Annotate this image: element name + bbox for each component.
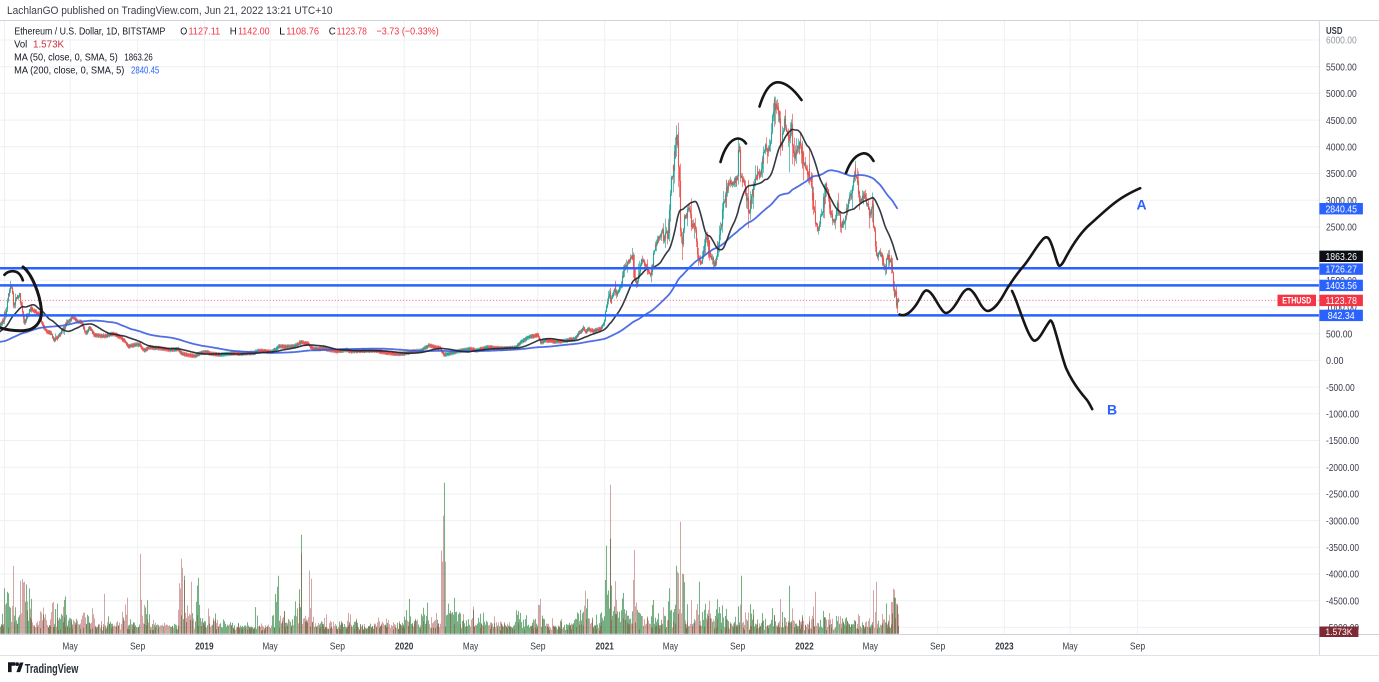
svg-text:-1500.00: -1500.00 (1326, 435, 1359, 447)
svg-text:May: May (863, 640, 879, 652)
svg-text:C: C (329, 25, 336, 37)
svg-text:-4000.00: -4000.00 (1326, 569, 1359, 581)
svg-text:B: B (1107, 402, 1117, 418)
svg-text:USD: USD (1326, 25, 1343, 37)
svg-text:2021: 2021 (596, 640, 615, 652)
svg-text:Sep: Sep (330, 640, 345, 652)
svg-text:May: May (63, 640, 79, 652)
svg-text:2840.45: 2840.45 (131, 65, 159, 77)
svg-text:L: L (279, 25, 285, 37)
svg-text:MA (200, close, 0, SMA, 5): MA (200, close, 0, SMA, 5) (14, 65, 124, 77)
svg-text:2500.00: 2500.00 (1326, 222, 1357, 234)
svg-text:-3000.00: -3000.00 (1326, 515, 1359, 527)
svg-text:Sep: Sep (530, 640, 545, 652)
svg-text:5500.00: 5500.00 (1326, 61, 1357, 73)
svg-text:O: O (180, 25, 187, 37)
svg-text:2019: 2019 (195, 640, 214, 652)
svg-text:May: May (463, 640, 479, 652)
svg-text:1403.56: 1403.56 (1325, 280, 1357, 292)
svg-text:MA (50, close, 0, SMA, 5): MA (50, close, 0, SMA, 5) (14, 52, 118, 64)
svg-text:TradingView: TradingView (25, 661, 79, 676)
svg-text:−3.73 (−0.33%): −3.73 (−0.33%) (377, 25, 439, 37)
svg-text:2840.45: 2840.45 (1325, 203, 1357, 215)
svg-text:May: May (1062, 640, 1078, 652)
svg-text:-4500.00: -4500.00 (1326, 595, 1359, 607)
svg-text:2020: 2020 (395, 640, 414, 652)
svg-text:Sep: Sep (130, 640, 145, 652)
svg-text:May: May (663, 640, 679, 652)
svg-text:3500.00: 3500.00 (1326, 168, 1357, 180)
svg-text:LachlanGO published on Trading: LachlanGO published on TradingView.com, … (7, 5, 333, 17)
svg-text:Sep: Sep (730, 640, 745, 652)
svg-text:1863.26: 1863.26 (1325, 251, 1357, 263)
svg-text:Sep: Sep (1130, 640, 1145, 652)
svg-text:6000.00: 6000.00 (1326, 35, 1357, 47)
svg-text:1123.78: 1123.78 (1325, 295, 1357, 307)
svg-text:A: A (1137, 197, 1147, 213)
svg-text:May: May (262, 640, 278, 652)
svg-text:Vol: Vol (14, 38, 27, 50)
svg-text:1142.00: 1142.00 (238, 25, 270, 37)
svg-text:2022: 2022 (795, 640, 814, 652)
svg-text:842.34: 842.34 (1328, 310, 1355, 322)
svg-text:4000.00: 4000.00 (1326, 142, 1357, 154)
svg-text:-3500.00: -3500.00 (1326, 542, 1359, 554)
svg-text:H: H (230, 25, 237, 37)
svg-text:5000.00: 5000.00 (1326, 88, 1357, 100)
svg-text:1123.78: 1123.78 (337, 25, 367, 37)
svg-text:1108.76: 1108.76 (286, 25, 319, 37)
svg-text:1863.26: 1863.26 (124, 52, 152, 64)
svg-text:-500.00: -500.00 (1326, 382, 1355, 394)
svg-text:500.00: 500.00 (1326, 328, 1352, 340)
svg-text:1726.27: 1726.27 (1325, 264, 1357, 276)
svg-text:Sep: Sep (930, 640, 945, 652)
svg-text:1.573K: 1.573K (33, 38, 64, 50)
svg-text:Ethereum / U.S. Dollar, 1D, BI: Ethereum / U.S. Dollar, 1D, BITSTAMP (14, 25, 165, 37)
svg-text:2023: 2023 (995, 640, 1014, 652)
svg-text:-2000.00: -2000.00 (1326, 462, 1359, 474)
svg-text:4500.00: 4500.00 (1326, 115, 1357, 127)
svg-text:ETHUSD: ETHUSD (1282, 296, 1311, 307)
svg-text:0.00: 0.00 (1326, 355, 1344, 367)
svg-text:-2500.00: -2500.00 (1326, 489, 1359, 501)
svg-text:1127.11: 1127.11 (189, 25, 221, 37)
svg-text:-1000.00: -1000.00 (1326, 409, 1359, 421)
svg-text:1.573K: 1.573K (1325, 627, 1353, 638)
